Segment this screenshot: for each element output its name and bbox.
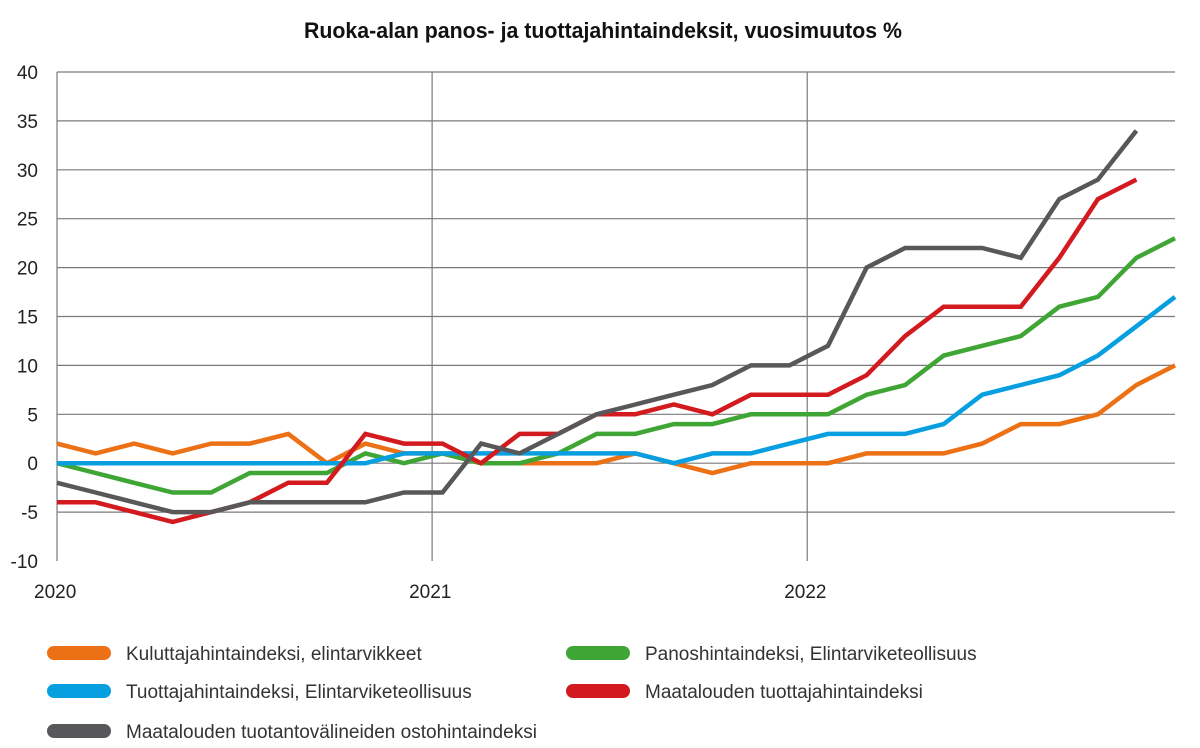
y-tick-label: 25 — [17, 210, 38, 231]
legend-item: Maatalouden tuottajahintaindeksi — [566, 682, 923, 703]
y-tick-label: 35 — [17, 112, 38, 133]
y-tick-label: 40 — [17, 63, 38, 84]
y-tick-label: 30 — [17, 161, 38, 182]
legend-label: Kuluttajahintaindeksi, elintarvikkeet — [126, 644, 422, 665]
legend-item: Panoshintaindeksi, Elintarviketeollisuus — [566, 644, 977, 665]
y-tick-label: 20 — [17, 259, 38, 280]
series-line-0 — [56, 363, 1177, 476]
y-axis: 40 35 30 25 20 15 10 5 0 -5 -10 — [11, 63, 38, 573]
legend-label: Panoshintaindeksi, Elintarviketeollisuus — [645, 644, 977, 665]
y-tick-label: -5 — [21, 503, 38, 524]
x-tick-label: 2022 — [784, 582, 826, 603]
chart-title: Ruoka-alan panos- ja tuottajahintaindeks… — [304, 18, 902, 43]
series-lines — [56, 129, 1177, 525]
series-line-3 — [57, 177, 1138, 525]
y-tick-label: 15 — [17, 308, 38, 329]
y-tick-label: 10 — [17, 356, 38, 377]
legend-item: Tuottajahintaindeksi, Elintarviketeollis… — [47, 682, 472, 703]
y-tick-label: 5 — [27, 405, 38, 426]
x-tick-label: 2020 — [34, 582, 76, 603]
legend-label: Tuottajahintaindeksi, Elintarviketeollis… — [126, 682, 472, 703]
legend: Kuluttajahintaindeksi, elintarvikkeet Pan… — [47, 644, 977, 743]
grid — [56, 71, 1175, 561]
legend-item: Kuluttajahintaindeksi, elintarvikkeet — [47, 644, 422, 665]
legend-label: Maatalouden tuotantovälineiden ostohinta… — [126, 722, 537, 743]
y-tick-label: -10 — [11, 552, 38, 573]
series-line-1 — [56, 236, 1177, 495]
legend-label: Maatalouden tuottajahintaindeksi — [645, 682, 923, 703]
series-line-2 — [57, 295, 1177, 466]
x-axis: 2020 2021 2022 — [34, 582, 826, 603]
legend-item: Maatalouden tuotantovälineiden ostohinta… — [47, 722, 537, 743]
x-tick-label: 2021 — [409, 582, 451, 603]
y-tick-label: 0 — [27, 454, 38, 475]
